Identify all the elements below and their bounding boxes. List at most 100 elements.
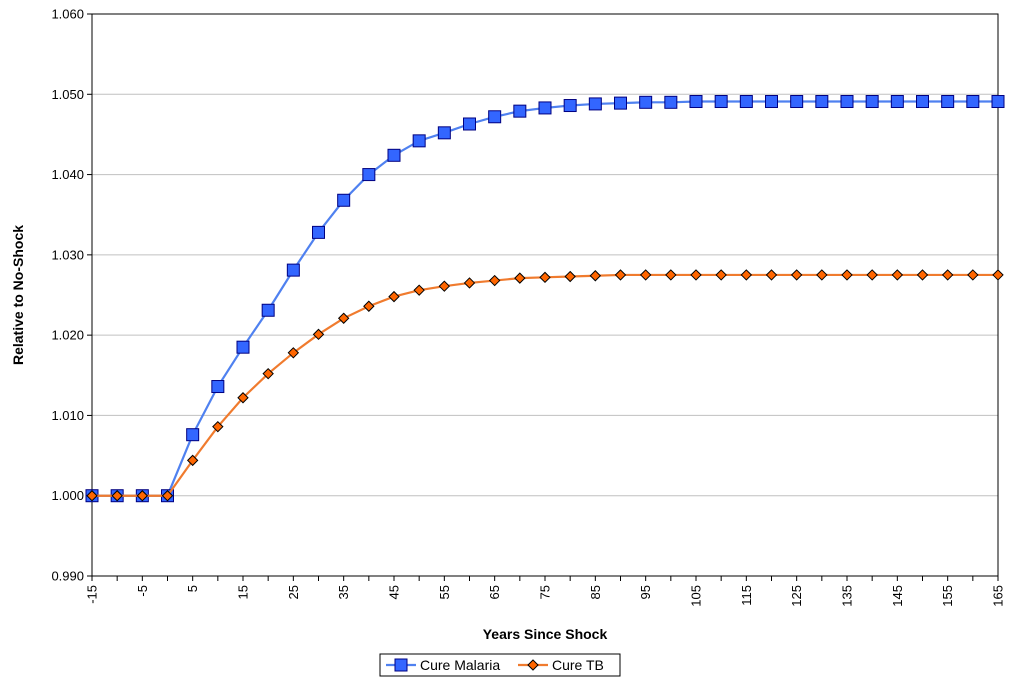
data-point-cure-malaria — [865, 95, 879, 109]
y-tick-label: 1.040 — [51, 167, 84, 182]
data-point-cure-tb — [488, 274, 501, 287]
data-point-cure-tb — [262, 367, 274, 380]
y-tick-label: 1.060 — [51, 7, 84, 22]
x-axis: -15 -5 5 15 25 35 45 55 65 75 85 95 105 115 125 135 145 1… — [85, 576, 1006, 607]
data-point-cure-tb — [665, 269, 677, 281]
data-point-cure-tb — [136, 490, 149, 502]
data-point-cure-malaria — [890, 95, 904, 109]
data-point-cure-tb — [514, 272, 526, 284]
data-point-cure-tb — [614, 269, 627, 281]
data-point-cure-malaria — [991, 95, 1005, 109]
data-point-cure-malaria — [614, 96, 627, 110]
x-tick-label: -15 — [85, 585, 100, 604]
data-point-cure-tb — [941, 269, 954, 281]
data-point-cure-tb — [866, 269, 878, 281]
x-tick-label: 155 — [940, 585, 955, 607]
data-point-cure-tb — [312, 328, 325, 341]
data-point-cure-tb — [992, 269, 1004, 281]
data-point-cure-tb — [111, 490, 123, 502]
legend-marker — [527, 659, 539, 671]
gridlines — [92, 93, 998, 497]
y-tick-label: 0.990 — [51, 569, 84, 584]
x-tick-label: 125 — [789, 585, 804, 607]
x-tick-label: 145 — [890, 585, 905, 607]
data-point-cure-tb — [463, 277, 476, 289]
x-tick-label: 105 — [689, 585, 704, 607]
data-point-cure-malaria — [563, 99, 577, 113]
data-point-cure-tb — [891, 269, 904, 281]
x-tick-label: 75 — [538, 585, 553, 599]
x-tick-label: 85 — [588, 585, 603, 599]
x-tick-label: 25 — [286, 585, 301, 599]
data-point-cure-tb — [715, 269, 727, 281]
legend-item-cure-tb: Cure TB — [518, 657, 604, 673]
data-point-cure-tb — [816, 269, 828, 281]
data-point-cure-tb — [539, 271, 551, 284]
data-point-cure-malaria — [714, 95, 728, 109]
data-point-cure-tb — [337, 312, 350, 324]
data-point-cure-malaria — [387, 148, 401, 162]
x-tick-label: 65 — [487, 585, 502, 599]
data-point-cure-malaria — [312, 225, 325, 239]
data-point-cure-malaria — [664, 95, 678, 109]
legend-item-cure-malaria: Cure Malaria — [386, 657, 500, 673]
x-tick-label: 35 — [336, 585, 351, 599]
legend-marker — [394, 658, 408, 672]
y-axis: 0.990 1.000 1.010 1.020 1.030 1.040 1.050 1.060 — [51, 7, 92, 584]
data-point-cure-tb — [86, 490, 98, 502]
data-point-cure-malaria — [790, 95, 804, 109]
data-point-cure-tb — [916, 269, 929, 281]
data-point-cure-tb — [790, 269, 803, 281]
x-tick-label: 55 — [437, 585, 452, 599]
x-axis-title: Years Since Shock — [483, 626, 608, 642]
data-point-cure-tb — [765, 269, 778, 281]
data-point-cure-malaria — [538, 101, 552, 115]
series-line-cure-tb — [92, 273, 998, 497]
y-axis-title: Relative to No-Shock — [10, 225, 26, 365]
data-point-cure-malaria — [588, 97, 602, 111]
data-point-cure-tb — [639, 269, 652, 281]
data-point-cure-tb — [841, 269, 853, 281]
data-point-cure-malaria — [815, 95, 829, 109]
data-point-cure-tb — [237, 392, 249, 404]
data-point-cure-tb — [287, 347, 300, 359]
data-point-cure-malaria — [941, 95, 955, 109]
data-point-cure-malaria — [966, 95, 980, 109]
x-tick-label: 135 — [840, 585, 855, 607]
data-point-cure-malaria — [337, 193, 351, 207]
legend-label: Cure Malaria — [420, 657, 500, 673]
y-tick-label: 1.030 — [51, 247, 84, 262]
data-point-cure-malaria — [639, 95, 653, 109]
y-tick-label: 1.000 — [51, 488, 84, 503]
series-line-cure-malaria — [92, 100, 998, 497]
legend-box — [379, 653, 621, 677]
data-point-cure-malaria — [412, 134, 426, 148]
y-tick-label: 1.010 — [51, 408, 84, 423]
data-point-cure-malaria — [437, 126, 451, 140]
x-tick-label: -5 — [135, 585, 150, 597]
data-point-cure-tb — [363, 300, 375, 312]
data-point-cure-tb — [388, 290, 400, 303]
data-point-cure-tb — [212, 420, 224, 433]
data-point-cure-malaria — [236, 340, 250, 354]
x-tick-label: 165 — [991, 585, 1006, 607]
data-point-cure-tb — [589, 270, 602, 282]
x-tick-label: 115 — [739, 585, 754, 606]
y-tick-label: 1.020 — [51, 328, 84, 343]
data-point-cure-malaria — [840, 95, 854, 109]
data-point-cure-malaria — [488, 110, 502, 124]
data-point-cure-malaria — [765, 95, 778, 109]
data-point-cure-tb — [161, 490, 174, 502]
data-point-cure-tb — [564, 270, 576, 283]
x-tick-label: 15 — [236, 585, 251, 599]
y-tick-label: 1.050 — [51, 87, 84, 102]
series-cure-malaria — [85, 95, 1005, 503]
data-point-cure-tb — [186, 454, 199, 467]
data-point-cure-tb — [438, 280, 451, 292]
data-point-cure-malaria — [463, 117, 476, 131]
data-point-cure-malaria — [261, 303, 275, 317]
data-point-cure-malaria — [739, 95, 753, 109]
data-point-cure-malaria — [513, 104, 527, 118]
x-tick-label: 45 — [387, 585, 402, 599]
